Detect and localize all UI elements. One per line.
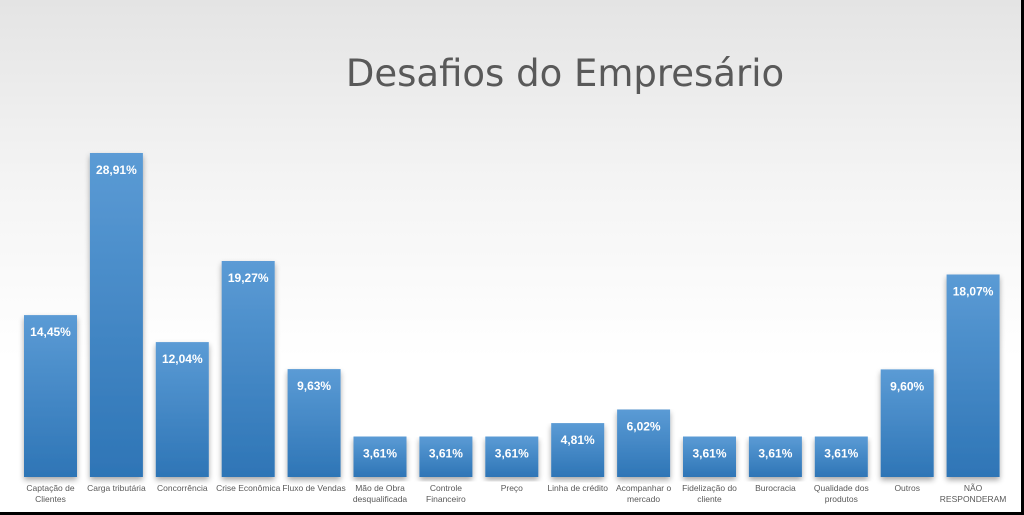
category-label: Burocracia: [755, 483, 796, 493]
bar: [880, 369, 934, 477]
category-label: Concorrência: [157, 483, 208, 493]
bar: [617, 409, 671, 477]
bar: [683, 436, 736, 477]
category-label: Qualidade dos produtos: [814, 483, 869, 504]
data-label: 18,07%: [953, 285, 994, 299]
data-labels-group: 14,45% 28,91% 12,04% 19,27% 9,63% 3,61% 3,61% 3…: [30, 163, 994, 461]
category-label-line: Financeiro: [426, 494, 466, 504]
category-label-line: Acompanhar o: [616, 483, 672, 493]
data-label: 28,91%: [96, 163, 137, 177]
data-label: 14,45%: [30, 325, 71, 339]
category-label: Outros: [894, 483, 920, 493]
category-label-line: Outros: [894, 483, 920, 493]
category-label-line: produtos: [825, 494, 858, 504]
category-label: Fidelização do cliente: [682, 483, 737, 504]
category-label-line: Concorrência: [157, 483, 208, 493]
category-labels-group: Captação de Clientes Carga tributária Conco…: [26, 483, 1006, 504]
category-label: Captação de Clientes: [26, 483, 74, 504]
category-label: Crise Econômica: [216, 483, 281, 493]
data-label: 19,27%: [228, 271, 269, 285]
data-label: 3,61%: [824, 447, 858, 461]
category-label-line: Fluxo de Vendas: [282, 483, 345, 493]
data-label: 3,61%: [429, 447, 463, 461]
data-label: 9,63%: [297, 379, 331, 393]
chart-title: Desafios do Empresário: [345, 52, 785, 95]
bar: [748, 436, 802, 477]
category-label-line: Mão de Obra: [355, 483, 405, 493]
category-label-line: Fidelização do: [682, 483, 737, 493]
category-label: Fluxo de Vendas: [282, 483, 345, 493]
bar: [946, 274, 1000, 477]
category-label: Controle Financeiro: [426, 483, 466, 504]
data-label: 3,61%: [692, 447, 726, 461]
category-label-line: Burocracia: [755, 483, 796, 493]
category-label-line: RESPONDERAM: [940, 494, 1007, 504]
category-label: Acompanhar o mercado: [616, 483, 672, 504]
bar: [221, 261, 275, 477]
category-label-line: NÃO: [964, 483, 983, 493]
category-label-line: Captação de: [26, 483, 74, 493]
bar: [155, 342, 209, 477]
data-label: 3,61%: [495, 447, 529, 461]
category-label-line: desqualificada: [353, 494, 408, 504]
data-label: 9,60%: [890, 379, 924, 393]
category-label-line: Clientes: [35, 494, 66, 504]
category-label: Preço: [501, 483, 523, 493]
category-label: NÃO RESPONDERAM: [940, 483, 1007, 504]
category-label-line: Qualidade dos: [814, 483, 869, 493]
category-label: Mão de Obra desqualificada: [353, 483, 408, 504]
bar: [24, 315, 77, 477]
bar: [814, 436, 868, 477]
category-label-line: Linha de crédito: [547, 483, 608, 493]
bars-group: [24, 153, 1000, 477]
category-label: Linha de crédito: [547, 483, 608, 493]
bar: [89, 153, 143, 477]
data-label: 12,04%: [162, 352, 203, 366]
data-label: 3,61%: [758, 447, 792, 461]
category-label-line: Controle: [430, 483, 462, 493]
bar: [485, 436, 539, 477]
category-label-line: mercado: [627, 494, 660, 504]
category-label-line: Carga tributária: [87, 483, 146, 493]
bar: [551, 423, 605, 477]
data-label: 4,81%: [561, 433, 595, 447]
bar: [353, 436, 407, 477]
bar: [419, 436, 473, 477]
bar: [287, 369, 341, 477]
category-label-line: Crise Econômica: [216, 483, 281, 493]
data-label: 6,02%: [627, 420, 661, 434]
category-label-line: Preço: [501, 483, 523, 493]
category-label: Carga tributária: [87, 483, 146, 493]
category-label-line: cliente: [697, 494, 722, 504]
data-label: 3,61%: [363, 447, 397, 461]
